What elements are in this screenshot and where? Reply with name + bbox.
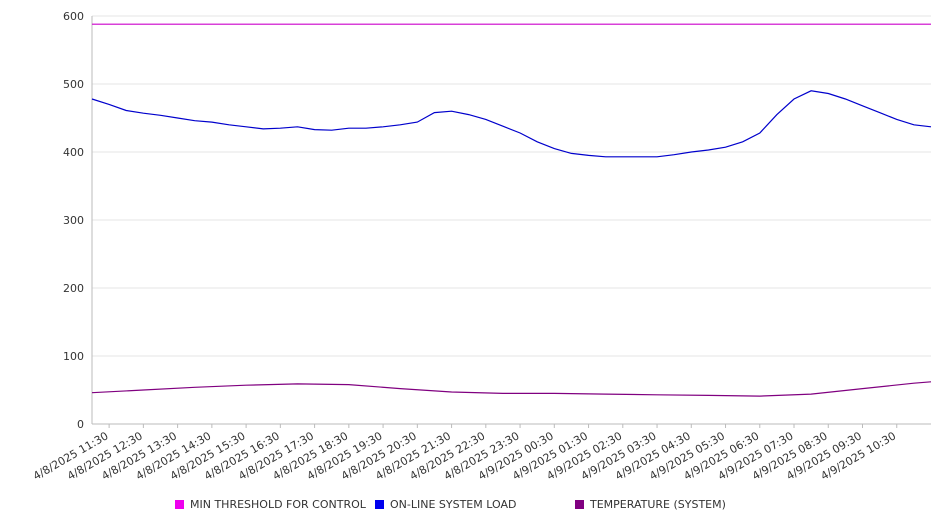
y-tick-label: 400 bbox=[63, 146, 84, 159]
legend-label-min-threshold: MIN THRESHOLD FOR CONTROL bbox=[190, 498, 366, 511]
legend-swatch-temperature bbox=[575, 500, 584, 509]
x-axis-ticks: 4/8/2025 11:304/8/2025 12:304/8/2025 13:… bbox=[31, 424, 898, 483]
y-tick-label: 500 bbox=[63, 78, 84, 91]
y-axis-ticks: 0 100 200 300 400 500 600 bbox=[63, 10, 84, 431]
legend-label-temperature: TEMPERATURE (SYSTEM) bbox=[590, 498, 726, 511]
y-tick-label: 200 bbox=[63, 282, 84, 295]
series-lines bbox=[91, 23, 932, 397]
legend-swatch-min-threshold bbox=[175, 500, 184, 509]
y-tick-label: 0 bbox=[77, 418, 84, 431]
y-tick-label: 100 bbox=[63, 350, 84, 363]
legend-item-temperature: TEMPERATURE (SYSTEM) bbox=[575, 498, 726, 511]
axes bbox=[91, 16, 931, 425]
grid-lines bbox=[92, 15, 931, 357]
legend-item-min-threshold: MIN THRESHOLD FOR CONTROL bbox=[175, 498, 366, 511]
y-tick-label: 600 bbox=[63, 10, 84, 23]
legend: MIN THRESHOLD FOR CONTROL ON-LINE SYSTEM… bbox=[0, 498, 946, 514]
legend-swatch-system-load bbox=[375, 500, 384, 509]
legend-item-system-load: ON-LINE SYSTEM LOAD bbox=[375, 498, 516, 511]
legend-label-system-load: ON-LINE SYSTEM LOAD bbox=[390, 498, 517, 511]
y-tick-label: 300 bbox=[63, 214, 84, 227]
series-line-temperature bbox=[91, 381, 932, 397]
series-line-system-load bbox=[91, 90, 932, 158]
